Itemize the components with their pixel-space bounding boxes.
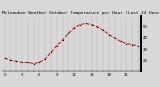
Text: Milwaukee Weather Outdoor Temperature per Hour (Last 24 Hours): Milwaukee Weather Outdoor Temperature pe… bbox=[2, 11, 160, 15]
